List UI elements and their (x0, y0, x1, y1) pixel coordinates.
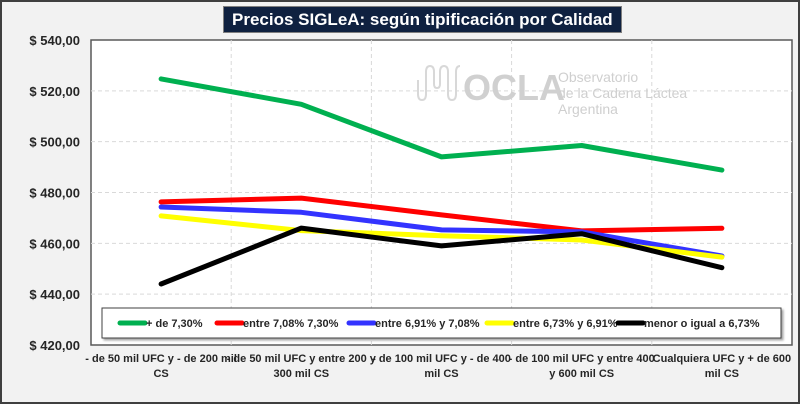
y-axis: $ 420,00 $ 440,00 $ 460,00 $ 480,00 $ 500,00… (29, 33, 80, 353)
x-tick-label: mil CS (424, 368, 458, 380)
y-tick-label: $ 520,00 (29, 84, 80, 99)
ocla-watermark: OCLA Observatorio de la Cadena Láctea Ar… (417, 64, 687, 117)
chart-title: Precios SIGLeA: según tipificación por C… (223, 6, 622, 33)
y-tick-label: $ 460,00 (29, 236, 80, 251)
watermark-brand: OCLA (463, 67, 565, 108)
series-lines (158, 76, 725, 287)
series-line (158, 195, 725, 234)
y-tick-label: $ 480,00 (29, 186, 80, 201)
watermark-line-2: de la Cadena Láctea (558, 85, 687, 101)
x-tick-label: 300 mil CS (273, 368, 329, 380)
x-tick-label: y 600 mil CS (549, 368, 614, 380)
series-line (158, 204, 725, 259)
x-tick-label: - de 50 mil UFC y - de 200 mil (85, 353, 237, 365)
x-tick-label: - de 100 mil UFC y - de 400 (372, 353, 511, 365)
y-tick-label: $ 420,00 (29, 338, 80, 353)
ocla-wave-icon (417, 64, 461, 102)
y-tick-label: $ 500,00 (29, 135, 80, 150)
x-tick-label: - de 100 mil UFC y entre 400 (509, 353, 655, 365)
y-tick-label: $ 440,00 (29, 287, 80, 302)
legend-label: entre 6,91% y 7,08% (375, 318, 480, 330)
x-tick-label: Cualquiera UFC y + de 600 (653, 353, 791, 365)
legend-label: entre 7,08% 7,30% (243, 318, 339, 330)
y-tick-label: $ 540,00 (29, 33, 80, 48)
watermark-line-3: Argentina (558, 101, 618, 117)
x-tick-label: CS (153, 368, 168, 380)
legend-label: menor o igual a 6,73% (644, 318, 760, 330)
watermark-line-1: Observatorio (558, 69, 638, 85)
x-axis: - de 50 mil UFC y - de 200 mil CS - de 50 … (85, 353, 791, 380)
x-tick-label: - de 50 mil UFC y entre 200 y (227, 353, 377, 365)
series-line (158, 76, 725, 173)
x-tick-label: mil CS (705, 368, 739, 380)
legend-label: entre 6,73% y 6,91% (513, 318, 618, 330)
legend: + de 7,30% entre 7,08% 7,30% entre 6,91% y… (101, 307, 782, 339)
series-line (158, 225, 725, 287)
legend-label: + de 7,30% (146, 318, 203, 330)
legend-box (101, 307, 782, 339)
